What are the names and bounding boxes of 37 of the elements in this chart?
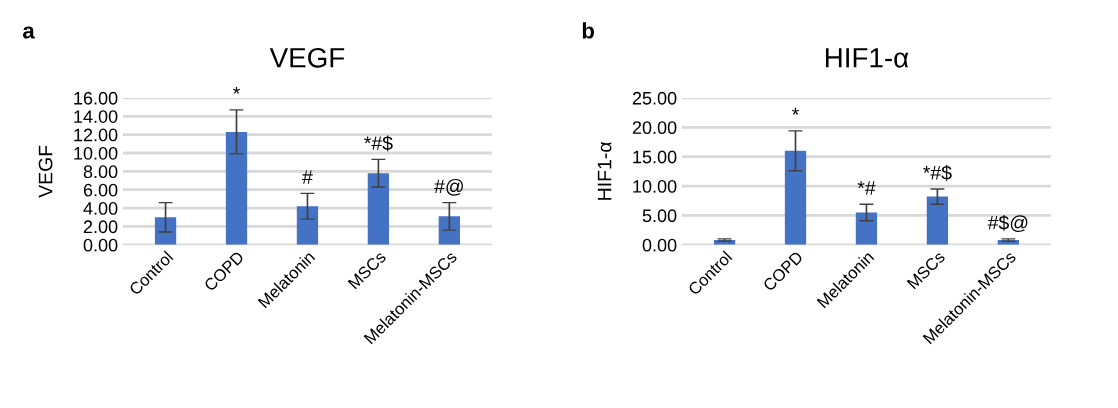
bar (296, 206, 319, 245)
y-tick-label: 4.00 (83, 202, 118, 215)
bar (154, 217, 177, 245)
y-tick-label: 14.00 (74, 110, 118, 123)
text: a (23, 26, 35, 39)
y-tick-label: 6.00 (83, 183, 118, 197)
y-tick-label: 0.00 (642, 238, 677, 252)
bar (438, 216, 460, 245)
y-tick-label: 16.00 (74, 91, 118, 105)
bar (926, 196, 949, 245)
data-label: *#$ (923, 165, 952, 181)
y-tick-label: 5.00 (642, 209, 677, 223)
bar (367, 173, 390, 245)
chart-title: HIF1-α (825, 48, 909, 68)
y-tick-label: 2.00 (83, 220, 118, 234)
y-tick-label: 25.00 (632, 91, 677, 105)
y-axis-title: HIF1-α (597, 141, 612, 200)
data-label: * (233, 86, 240, 94)
data-label: #$@ (987, 214, 1028, 233)
data-label: *#$ (364, 135, 393, 152)
y-tick-label: 10.00 (74, 146, 118, 160)
chart-title: VEGF (269, 47, 345, 68)
y-tick-label: 15.00 (633, 150, 677, 164)
text: b (582, 22, 595, 39)
data-label: *# (857, 181, 876, 195)
bar (855, 212, 878, 245)
y-tick-label: 12.00 (74, 128, 118, 142)
bar (225, 131, 248, 245)
y-tick-label: 8.00 (83, 165, 118, 179)
data-label: * (792, 107, 799, 115)
bar (784, 150, 807, 245)
y-tick-label: 0.00 (83, 238, 118, 252)
y-tick-label: 10.00 (633, 179, 677, 193)
data-label: #@ (434, 178, 463, 196)
y-tick-label: 20.00 (632, 121, 677, 135)
data-label: # (302, 170, 313, 184)
y-axis-title: VEGF (38, 145, 53, 198)
